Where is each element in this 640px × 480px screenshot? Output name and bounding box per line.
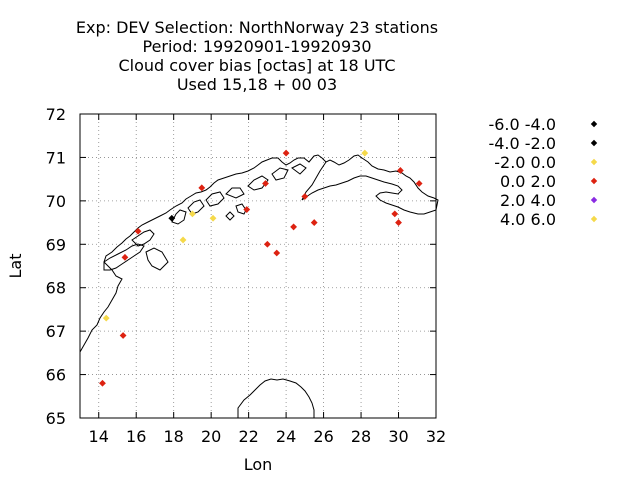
x-tick-label: 16	[126, 427, 146, 446]
data-point	[415, 180, 423, 187]
coastline-islands-vesteralen	[131, 229, 169, 271]
x-tick-label: 30	[388, 427, 408, 446]
y-tick-label: 65	[46, 409, 66, 428]
legend-label: 4.0 6.0	[500, 210, 556, 229]
y-tick-label: 66	[46, 366, 66, 385]
data-point	[301, 193, 309, 200]
y-tick-label: 71	[46, 148, 66, 167]
y-tick-label: 70	[46, 192, 66, 211]
x-tick-label: 14	[89, 427, 109, 446]
y-tick-label: 67	[46, 322, 66, 341]
x-tick-label: 18	[164, 427, 184, 446]
data-point	[102, 314, 110, 322]
coastline-islands-lofoten	[103, 243, 145, 271]
legend-marker	[590, 158, 598, 166]
legend-label: -4.0 -2.0	[488, 134, 556, 153]
x-tick-label: 32	[426, 427, 446, 446]
data-point	[290, 223, 297, 231]
data-point	[198, 184, 206, 192]
coastline-islands-troms	[171, 187, 245, 225]
legend-marker	[590, 196, 598, 204]
title-line-1: Exp: DEV Selection: NorthNorway 23 stati…	[76, 18, 438, 37]
legend-label: 2.0 4.0	[500, 191, 556, 210]
y-tick-label: 72	[46, 105, 66, 124]
coastline-mainland	[79, 154, 439, 353]
legend-marker	[590, 139, 598, 147]
x-tick-label: 22	[238, 427, 258, 446]
title-line-2: Period: 19920901-19920930	[142, 37, 371, 56]
x-tick-label: 20	[201, 427, 221, 446]
data-point	[391, 210, 399, 218]
coastline-islands-finnmark	[247, 163, 307, 191]
data-point	[189, 210, 196, 218]
legend-label: 0.0 2.0	[500, 172, 556, 191]
coastline-map	[79, 154, 439, 418]
legend: -6.0 -4.0-4.0 -2.0-2.0 0.00.0 2.02.0 4.0…	[488, 115, 598, 229]
data-point	[310, 219, 318, 226]
grid	[80, 114, 436, 418]
legend-label: -6.0 -4.0	[488, 115, 556, 134]
coastline-gulf-of-bothnia	[237, 378, 315, 418]
legend-marker	[590, 177, 598, 185]
y-tick-label: 69	[46, 235, 66, 254]
data-point	[273, 249, 281, 257]
x-axis-label: Lon	[244, 455, 273, 474]
data-point	[121, 253, 129, 261]
data-point	[263, 240, 271, 248]
data-points	[99, 149, 423, 387]
x-tick-label: 26	[313, 427, 333, 446]
title-line-3: Cloud cover bias [octas] at 18 UTC	[118, 56, 395, 75]
data-point	[209, 214, 217, 222]
coastline-fjord-inner	[225, 203, 247, 221]
legend-marker	[590, 215, 598, 223]
data-point	[361, 149, 369, 157]
data-point	[134, 227, 142, 235]
data-point	[282, 149, 290, 157]
legend-label: -2.0 0.0	[494, 153, 556, 172]
data-point	[243, 206, 251, 213]
data-point	[179, 236, 187, 244]
chart-title: Exp: DEV Selection: NorthNorway 23 stati…	[76, 18, 438, 94]
data-point	[397, 167, 404, 174]
legend-marker	[590, 120, 598, 128]
axes: 14 16 18 20 22 24 26 28 30 32 65 66 67 68 69 70 71 72 Lon L…	[6, 105, 446, 474]
x-tick-label: 24	[276, 427, 296, 446]
data-point	[262, 180, 269, 187]
data-point	[168, 214, 176, 222]
coastline-fjord-outer	[301, 161, 327, 201]
y-tick-label: 68	[46, 279, 66, 298]
x-tick-label: 28	[351, 427, 371, 446]
data-point	[395, 219, 402, 226]
data-point	[119, 332, 127, 339]
plot-frame	[79, 113, 437, 419]
data-point	[99, 379, 106, 387]
y-axis-label: Lat	[6, 254, 25, 279]
title-line-4: Used 15,18 + 00 03	[177, 75, 337, 94]
